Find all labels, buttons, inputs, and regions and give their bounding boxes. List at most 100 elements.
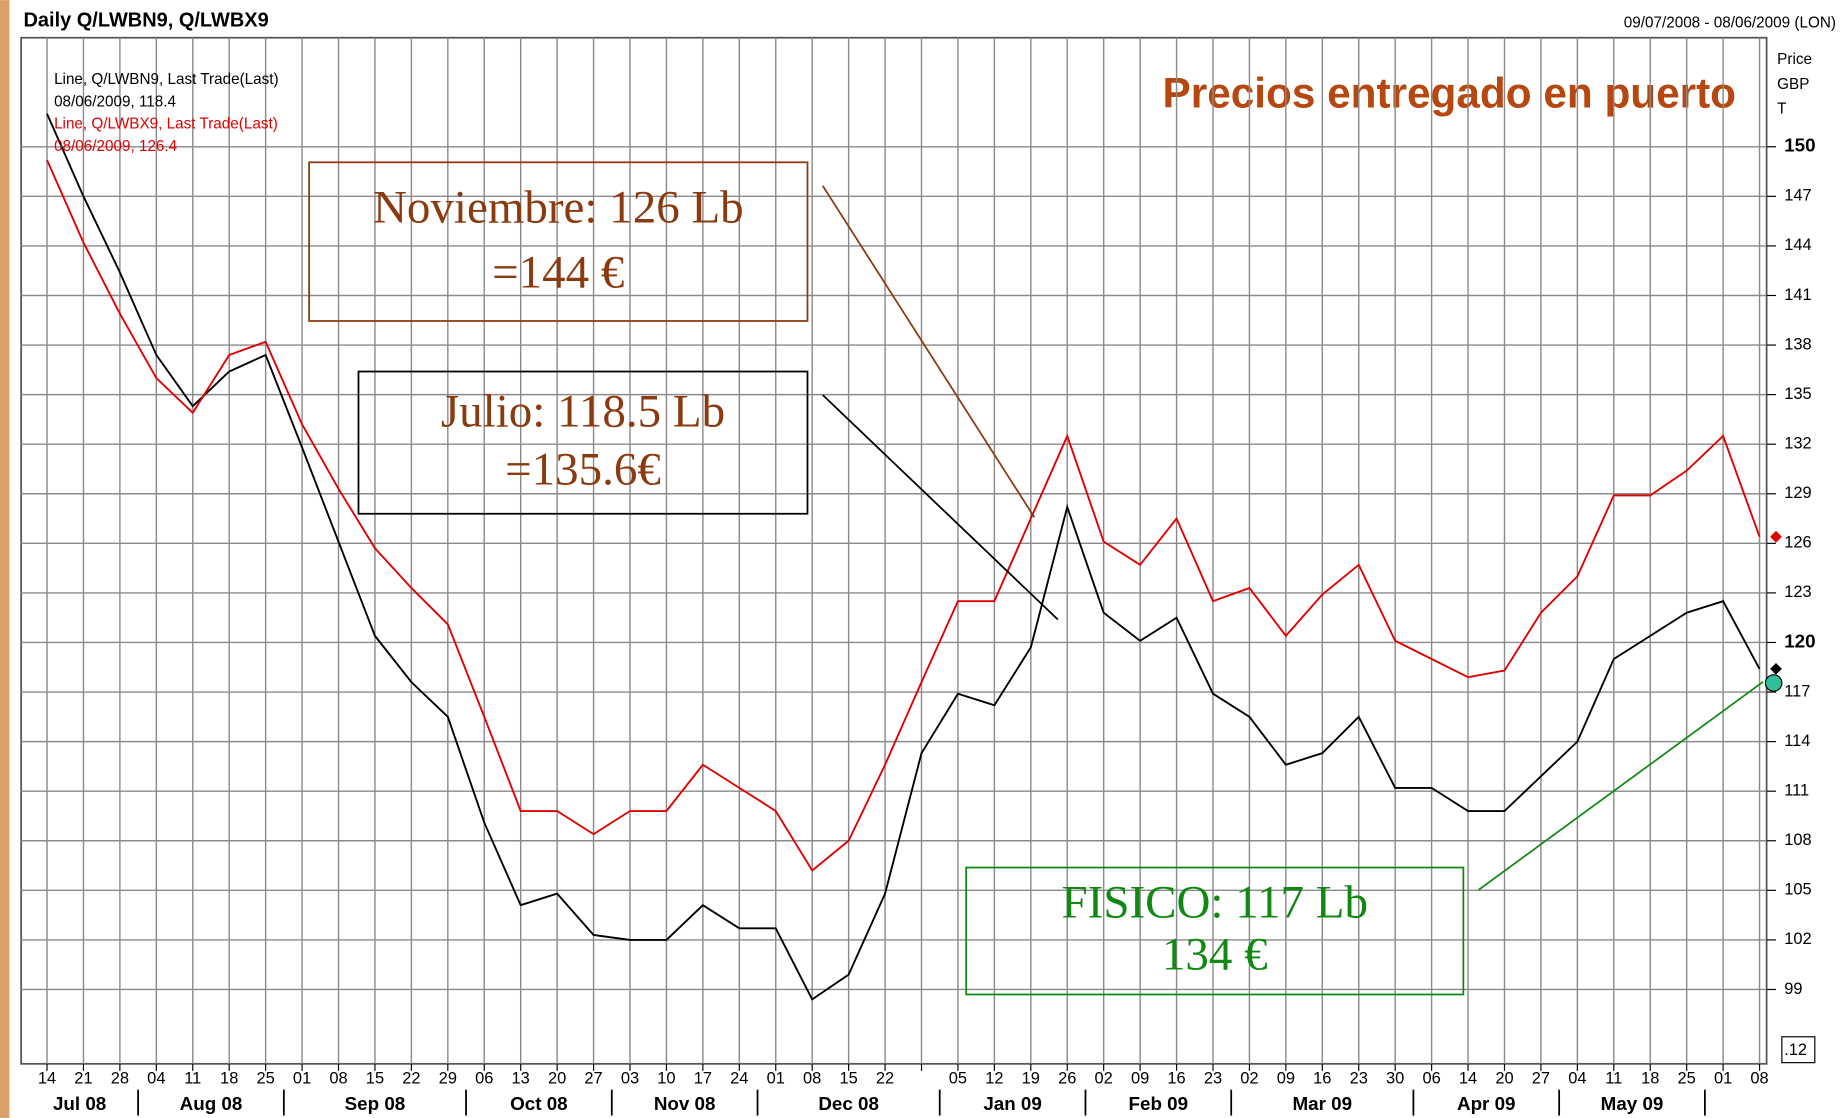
x-tick-label: 02 <box>1095 1069 1113 1087</box>
left-frame <box>0 0 10 1118</box>
y-tick-label: 105 <box>1784 881 1811 899</box>
annotation-leader <box>1478 681 1764 891</box>
x-tick-label: 16 <box>1313 1069 1331 1087</box>
y-axis-label: GBP <box>1777 76 1809 93</box>
annotation-text: FISICO: 117 Lb <box>1062 877 1368 929</box>
x-tick-label: 14 <box>1459 1069 1477 1087</box>
annotation-text: =144 € <box>492 246 624 298</box>
x-tick-label: 20 <box>1495 1069 1513 1087</box>
x-tick-label: 22 <box>402 1069 420 1087</box>
last-value-marker <box>1770 663 1782 675</box>
month-label: Jan 09 <box>983 1093 1042 1114</box>
y-tick-label: 147 <box>1784 187 1811 205</box>
last-value-marker <box>1770 530 1782 543</box>
x-tick-label: 25 <box>1678 1069 1696 1087</box>
x-tick-label: 27 <box>584 1069 602 1087</box>
x-tick-label: 27 <box>1532 1069 1550 1087</box>
x-tick-label: 22 <box>876 1069 894 1087</box>
y-tick-label: 150 <box>1784 135 1815 156</box>
month-label: Aug 08 <box>180 1093 243 1114</box>
corner-box <box>1781 1036 1816 1064</box>
y-tick-label: 144 <box>1784 236 1811 254</box>
annotation-leader <box>822 394 1059 621</box>
y-tick-label: 99 <box>1784 980 1802 998</box>
x-tick-label: 29 <box>439 1069 457 1087</box>
x-tick-label: 26 <box>1058 1069 1076 1087</box>
x-tick-label: 04 <box>147 1069 165 1087</box>
month-label: Apr 09 <box>1457 1093 1516 1114</box>
legend-text: Line, Q/LWBX9, Last Trade(Last) <box>54 116 278 133</box>
x-tick-label: 03 <box>621 1069 639 1087</box>
x-tick-label: 14 <box>38 1069 56 1087</box>
x-tick-label: 08 <box>1750 1069 1768 1087</box>
y-tick-label: 123 <box>1784 583 1811 601</box>
annotation-leader <box>822 185 1036 518</box>
x-tick-label: 15 <box>366 1069 384 1087</box>
annotation-text: =135.6€ <box>505 444 661 496</box>
x-tick-label: 15 <box>839 1069 857 1087</box>
x-tick-label: 18 <box>1641 1069 1659 1087</box>
y-tick-label: 135 <box>1784 385 1811 403</box>
x-tick-label: 16 <box>1167 1069 1185 1087</box>
y-axis-label: T <box>1777 100 1786 117</box>
month-label: Sep 08 <box>345 1093 406 1114</box>
x-tick-label: 09 <box>1277 1069 1295 1087</box>
x-tick-label: 05 <box>949 1069 967 1087</box>
x-tick-label: 18 <box>220 1069 238 1087</box>
x-tick-label: 08 <box>803 1069 821 1087</box>
x-tick-label: 04 <box>1568 1069 1586 1087</box>
y-tick-label: 108 <box>1784 831 1811 849</box>
annotation-box <box>965 866 1465 996</box>
x-tick-label: 24 <box>730 1069 748 1087</box>
month-label: Mar 09 <box>1293 1093 1353 1114</box>
x-tick-label: 17 <box>694 1069 712 1087</box>
legend-text: 08/06/2009, 118.4 <box>54 93 176 110</box>
x-tick-label: 06 <box>475 1069 493 1087</box>
month-label: Dec 08 <box>818 1093 879 1114</box>
y-tick-label: 111 <box>1784 782 1809 800</box>
month-label: May 09 <box>1601 1093 1664 1114</box>
month-label: Oct 08 <box>510 1093 567 1114</box>
y-tick-label: 114 <box>1784 732 1810 750</box>
series-line <box>46 159 1761 872</box>
legend-text: 08/06/2009, 126.4 <box>54 138 178 155</box>
annotation-text: Julio: 118.5 Lb <box>441 385 725 437</box>
y-tick-label: 126 <box>1784 534 1811 552</box>
x-tick-label: 12 <box>985 1069 1003 1087</box>
x-tick-label: 01 <box>1714 1069 1732 1087</box>
month-label: Nov 08 <box>654 1093 716 1114</box>
x-tick-label: 11 <box>1605 1069 1622 1087</box>
chart-title: Daily Q/LWBN9, Q/LWBX9 <box>24 10 269 32</box>
annotation-box <box>308 161 809 322</box>
subtitle: Precios entregado en puerto <box>1163 70 1737 117</box>
x-tick-label: 25 <box>256 1069 274 1087</box>
corner-label: .12 <box>1784 1041 1807 1059</box>
x-tick-label: 10 <box>657 1069 675 1087</box>
x-tick-label: 09 <box>1131 1069 1149 1087</box>
x-tick-label: 20 <box>548 1069 566 1087</box>
annotation-text: Noviembre: 126 Lb <box>373 181 744 233</box>
plot-border <box>20 36 1768 1065</box>
x-tick-label: 13 <box>512 1069 530 1087</box>
annotation-text: 134 € <box>1162 929 1268 981</box>
y-tick-label: 129 <box>1784 484 1811 502</box>
series-line <box>46 113 1761 1001</box>
x-tick-label: 21 <box>74 1069 92 1087</box>
month-label: Jul 08 <box>53 1093 106 1114</box>
y-tick-label: 117 <box>1784 682 1810 700</box>
date-range: 09/07/2008 - 08/06/2009 (LON) <box>1624 15 1836 32</box>
x-tick-label: 01 <box>293 1069 311 1087</box>
annotation-box <box>357 370 809 515</box>
x-tick-label: 11 <box>184 1069 201 1087</box>
x-tick-label: 23 <box>1204 1069 1222 1087</box>
x-tick-label: 08 <box>329 1069 347 1087</box>
legend-text: Line, Q/LWBN9, Last Trade(Last) <box>54 71 279 88</box>
month-label: Feb 09 <box>1129 1093 1189 1114</box>
x-tick-label: 28 <box>111 1069 129 1087</box>
y-tick-label: 138 <box>1784 335 1811 353</box>
y-axis-label: Price <box>1777 51 1812 68</box>
x-tick-label: 06 <box>1422 1069 1440 1087</box>
x-tick-label: 02 <box>1240 1069 1258 1087</box>
